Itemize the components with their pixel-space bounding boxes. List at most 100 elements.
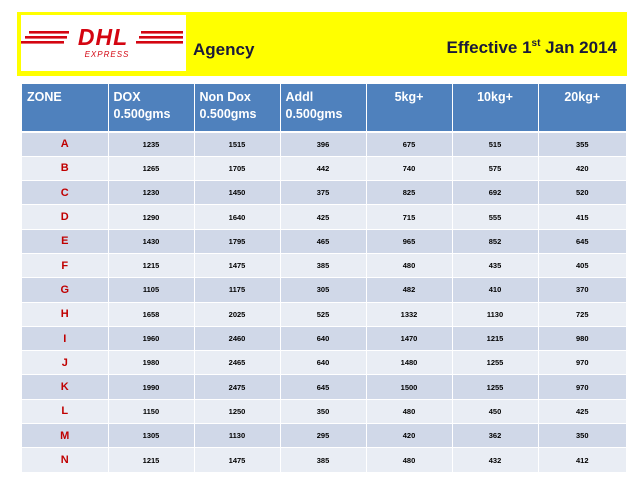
rate-cell: 525: [280, 301, 367, 327]
rate-cell: 1705: [194, 155, 281, 181]
table-row: B 1265 1705 442 740 575 420: [22, 155, 626, 181]
rate-cell: 555: [452, 204, 539, 230]
rate-cell: 1332: [366, 301, 453, 327]
rate-table: ZONE DOX 0.500gms Non Dox 0.500gms Addl …: [22, 84, 626, 473]
rate-cell: 420: [538, 155, 626, 181]
rate-cell: 450: [452, 398, 539, 424]
table-row: E 1430 1795 465 965 852 645: [22, 228, 626, 254]
rate-cell: 362: [452, 423, 539, 448]
table-row: J 1980 2465 640 1480 1255 970: [22, 350, 626, 375]
rate-cell: 1215: [108, 252, 195, 278]
table-row: C 1230 1450 375 825 692 520: [22, 180, 626, 205]
rate-cell: 442: [280, 155, 367, 181]
table-header-row: ZONE DOX 0.500gms Non Dox 0.500gms Addl …: [22, 84, 626, 132]
rate-cell: 1480: [366, 350, 453, 375]
rate-cell: 1305: [108, 423, 195, 448]
rate-cell: 405: [538, 252, 626, 278]
rate-cell: 1130: [452, 301, 539, 327]
zone-cell: M: [22, 423, 109, 448]
rate-cell: 420: [366, 423, 453, 448]
rate-cell: 465: [280, 228, 367, 254]
zone-cell: L: [22, 398, 109, 424]
table-row: M 1305 1130 295 420 362 350: [22, 423, 626, 448]
rate-cell: 980: [538, 325, 626, 351]
col-header-5kg: 5kg+: [366, 84, 453, 132]
zone-cell: H: [22, 301, 109, 327]
rate-cell: 970: [538, 350, 626, 375]
rate-cell: 515: [452, 131, 539, 157]
rate-cell: 725: [538, 301, 626, 327]
zone-cell: A: [22, 131, 109, 157]
effective-suffix: Jan 2014: [540, 38, 617, 57]
rate-cell: 640: [280, 350, 367, 375]
rate-cell: 1215: [452, 325, 539, 351]
rate-cell: 1475: [194, 447, 281, 473]
rate-cell: 375: [280, 180, 367, 205]
rate-cell: 1980: [108, 350, 195, 375]
rate-cell: 575: [452, 155, 539, 181]
rate-cell: 432: [452, 447, 539, 473]
rate-cell: 1255: [452, 350, 539, 375]
rate-cell: 1215: [108, 447, 195, 473]
table-row: I 1960 2460 640 1470 1215 980: [22, 325, 626, 351]
rate-cell: 1235: [108, 131, 195, 157]
rate-cell: 740: [366, 155, 453, 181]
rate-cell: 435: [452, 252, 539, 278]
rate-cell: 1470: [366, 325, 453, 351]
rate-cell: 295: [280, 423, 367, 448]
rate-cell: 350: [280, 398, 367, 424]
table-row: G 1105 1175 305 482 410 370: [22, 277, 626, 303]
rate-cell: 1175: [194, 277, 281, 303]
zone-cell: E: [22, 228, 109, 254]
rate-cell: 1795: [194, 228, 281, 254]
col-header-10kg: 10kg+: [452, 84, 539, 132]
rate-cell: 970: [538, 374, 626, 400]
rate-cell: 640: [280, 325, 367, 351]
effective-prefix: Effective 1: [446, 38, 532, 57]
rate-cell: 305: [280, 277, 367, 303]
effective-date: Effective 1st Jan 2014: [446, 38, 617, 58]
dhl-logo: DHL EXPRESS: [21, 15, 186, 71]
effective-ordinal: st: [531, 38, 541, 49]
zone-cell: N: [22, 447, 109, 473]
rate-cell: 425: [280, 204, 367, 230]
rate-cell: 852: [452, 228, 539, 254]
rate-cell: 396: [280, 131, 367, 157]
rate-cell: 1960: [108, 325, 195, 351]
rate-cell: 1150: [108, 398, 195, 424]
table-row: F 1215 1475 385 480 435 405: [22, 252, 626, 278]
col-header-dox: DOX 0.500gms: [108, 84, 195, 132]
table-row: K 1990 2475 645 1500 1255 970: [22, 374, 626, 400]
table-row: N 1215 1475 385 480 432 412: [22, 447, 626, 473]
logo-subtext: EXPRESS: [85, 50, 130, 59]
rate-cell: 370: [538, 277, 626, 303]
rate-cell: 2460: [194, 325, 281, 351]
rate-cell: 1450: [194, 180, 281, 205]
rate-cell: 385: [280, 447, 367, 473]
rate-cell: 1475: [194, 252, 281, 278]
rate-cell: 482: [366, 277, 453, 303]
rate-cell: 412: [538, 447, 626, 473]
rate-cell: 355: [538, 131, 626, 157]
col-header-addl: Addl 0.500gms: [280, 84, 367, 132]
table-row: D 1290 1640 425 715 555 415: [22, 204, 626, 230]
rate-cell: 1658: [108, 301, 195, 327]
rate-cell: 1230: [108, 180, 195, 205]
rate-cell: 1265: [108, 155, 195, 181]
rate-cell: 350: [538, 423, 626, 448]
zone-cell: F: [22, 252, 109, 278]
logo-wordmark: DHL: [78, 24, 128, 50]
rate-cell: 1250: [194, 398, 281, 424]
rate-cell: 480: [366, 252, 453, 278]
zone-cell: G: [22, 277, 109, 303]
table-body: A 1235 1515 396 675 515 355 B 1265 1705 442 740 575 4…: [22, 131, 626, 473]
rate-cell: 645: [538, 228, 626, 254]
col-header-non-dox: Non Dox 0.500gms: [194, 84, 281, 132]
rate-cell: 825: [366, 180, 453, 205]
rate-cell: 415: [538, 204, 626, 230]
table-row: A 1235 1515 396 675 515 355: [22, 131, 626, 157]
rate-cell: 965: [366, 228, 453, 254]
rate-cell: 480: [366, 398, 453, 424]
rate-cell: 2465: [194, 350, 281, 375]
rate-cell: 1130: [194, 423, 281, 448]
